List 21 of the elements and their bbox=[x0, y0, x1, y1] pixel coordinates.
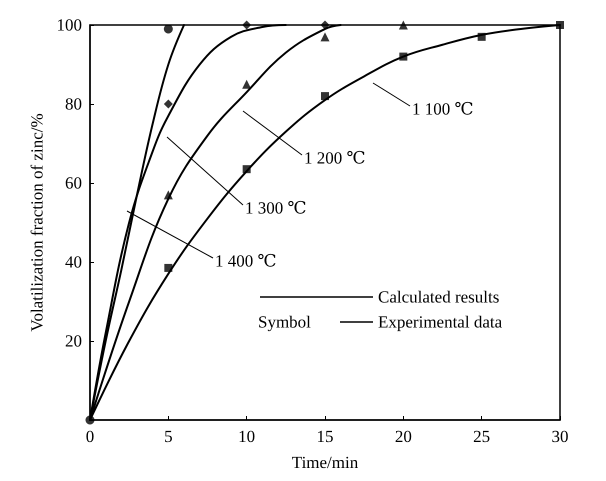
y-tick-label: 60 bbox=[65, 174, 82, 192]
x-tick-label: 0 bbox=[86, 427, 94, 446]
x-tick-label: 20 bbox=[394, 427, 412, 446]
annotation: Experimental data bbox=[378, 312, 503, 332]
annotation: Symbol bbox=[258, 312, 312, 332]
y-axis-title: Volatilization fraction of zinc/% bbox=[28, 113, 47, 332]
annotation: 1 200 ℃ bbox=[304, 148, 366, 168]
x-tick-label: 30 bbox=[552, 427, 568, 446]
annotation: 1 400 ℃ bbox=[215, 252, 277, 270]
x-tick-label: 25 bbox=[473, 427, 490, 446]
x-axis-title: Time/min bbox=[292, 453, 359, 472]
y-tick-label: 80 bbox=[65, 94, 82, 114]
annotation: 1 100 ℃ bbox=[412, 100, 474, 118]
y-tick-label: 40 bbox=[65, 252, 82, 272]
x-tick-label: 5 bbox=[164, 427, 173, 446]
y-tick-label: 100 bbox=[56, 16, 82, 34]
x-tick-label: 10 bbox=[238, 427, 256, 446]
y-tick-label: 20 bbox=[65, 332, 82, 350]
x-tick-label: 15 bbox=[316, 427, 334, 446]
annotation: 1 300 ℃ bbox=[245, 198, 307, 218]
annotation: Calculated results bbox=[378, 288, 500, 306]
